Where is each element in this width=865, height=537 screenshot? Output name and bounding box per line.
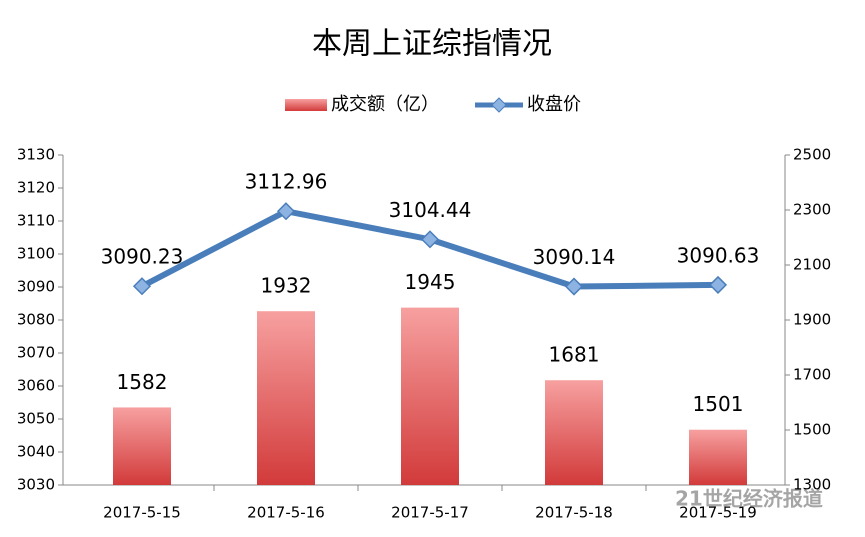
x-tick-label: 2017-5-15 (103, 504, 181, 522)
line-marker (708, 275, 728, 294)
x-tick-label: 2017-5-18 (535, 504, 613, 522)
line-value-label: 3090.14 (533, 245, 616, 269)
y2-tick-label: 1900 (793, 311, 831, 329)
x-tick-label: 2017-5-16 (247, 504, 325, 522)
bar (113, 407, 171, 485)
bar-value-label: 1932 (261, 274, 312, 298)
y2-tick-label: 2500 (793, 146, 831, 164)
line-marker (276, 202, 296, 221)
bar (401, 307, 459, 485)
y2-tick-label: 2100 (793, 256, 831, 274)
x-tick-label: 2017-5-19 (679, 504, 757, 522)
legend-swatch (285, 99, 327, 111)
bar (257, 311, 315, 485)
y-tick-label: 3100 (17, 245, 55, 263)
y2-tick-label: 2300 (793, 201, 831, 219)
line-marker (132, 277, 152, 296)
y-tick-label: 3090 (17, 278, 55, 296)
x-tick-label: 2017-5-17 (391, 504, 469, 522)
chart-title: 本周上证综指情况 (312, 27, 552, 62)
line-marker (420, 230, 440, 249)
bar-value-label: 1681 (549, 343, 600, 367)
legend-marker (491, 97, 507, 113)
y-tick-label: 3120 (17, 179, 55, 197)
line-value-label: 3090.63 (677, 243, 760, 267)
y-tick-label: 3040 (17, 443, 55, 461)
watermark: 21世纪经济报道 (675, 487, 823, 511)
y-tick-label: 3030 (17, 476, 55, 494)
bar (545, 380, 603, 485)
y2-tick-label: 1300 (793, 476, 831, 494)
line-marker (564, 277, 584, 296)
bar-value-label: 1945 (405, 270, 456, 294)
y-tick-label: 3050 (17, 410, 55, 428)
line-value-label: 3104.44 (389, 198, 472, 222)
bar-value-label: 1501 (693, 392, 744, 416)
y2-tick-label: 1700 (793, 366, 831, 384)
bar (689, 429, 747, 485)
y-tick-label: 3130 (17, 146, 55, 164)
y-tick-label: 3110 (17, 212, 55, 230)
y-tick-label: 3070 (17, 344, 55, 362)
legend-label: 成交额（亿） (331, 94, 439, 115)
bar-value-label: 1582 (117, 370, 168, 394)
line-value-label: 3090.23 (101, 245, 184, 269)
line-value-label: 3112.96 (245, 170, 328, 194)
legend-label: 收盘价 (527, 94, 581, 115)
y-tick-label: 3060 (17, 377, 55, 395)
y2-tick-label: 1500 (793, 421, 831, 439)
y-tick-label: 3080 (17, 311, 55, 329)
